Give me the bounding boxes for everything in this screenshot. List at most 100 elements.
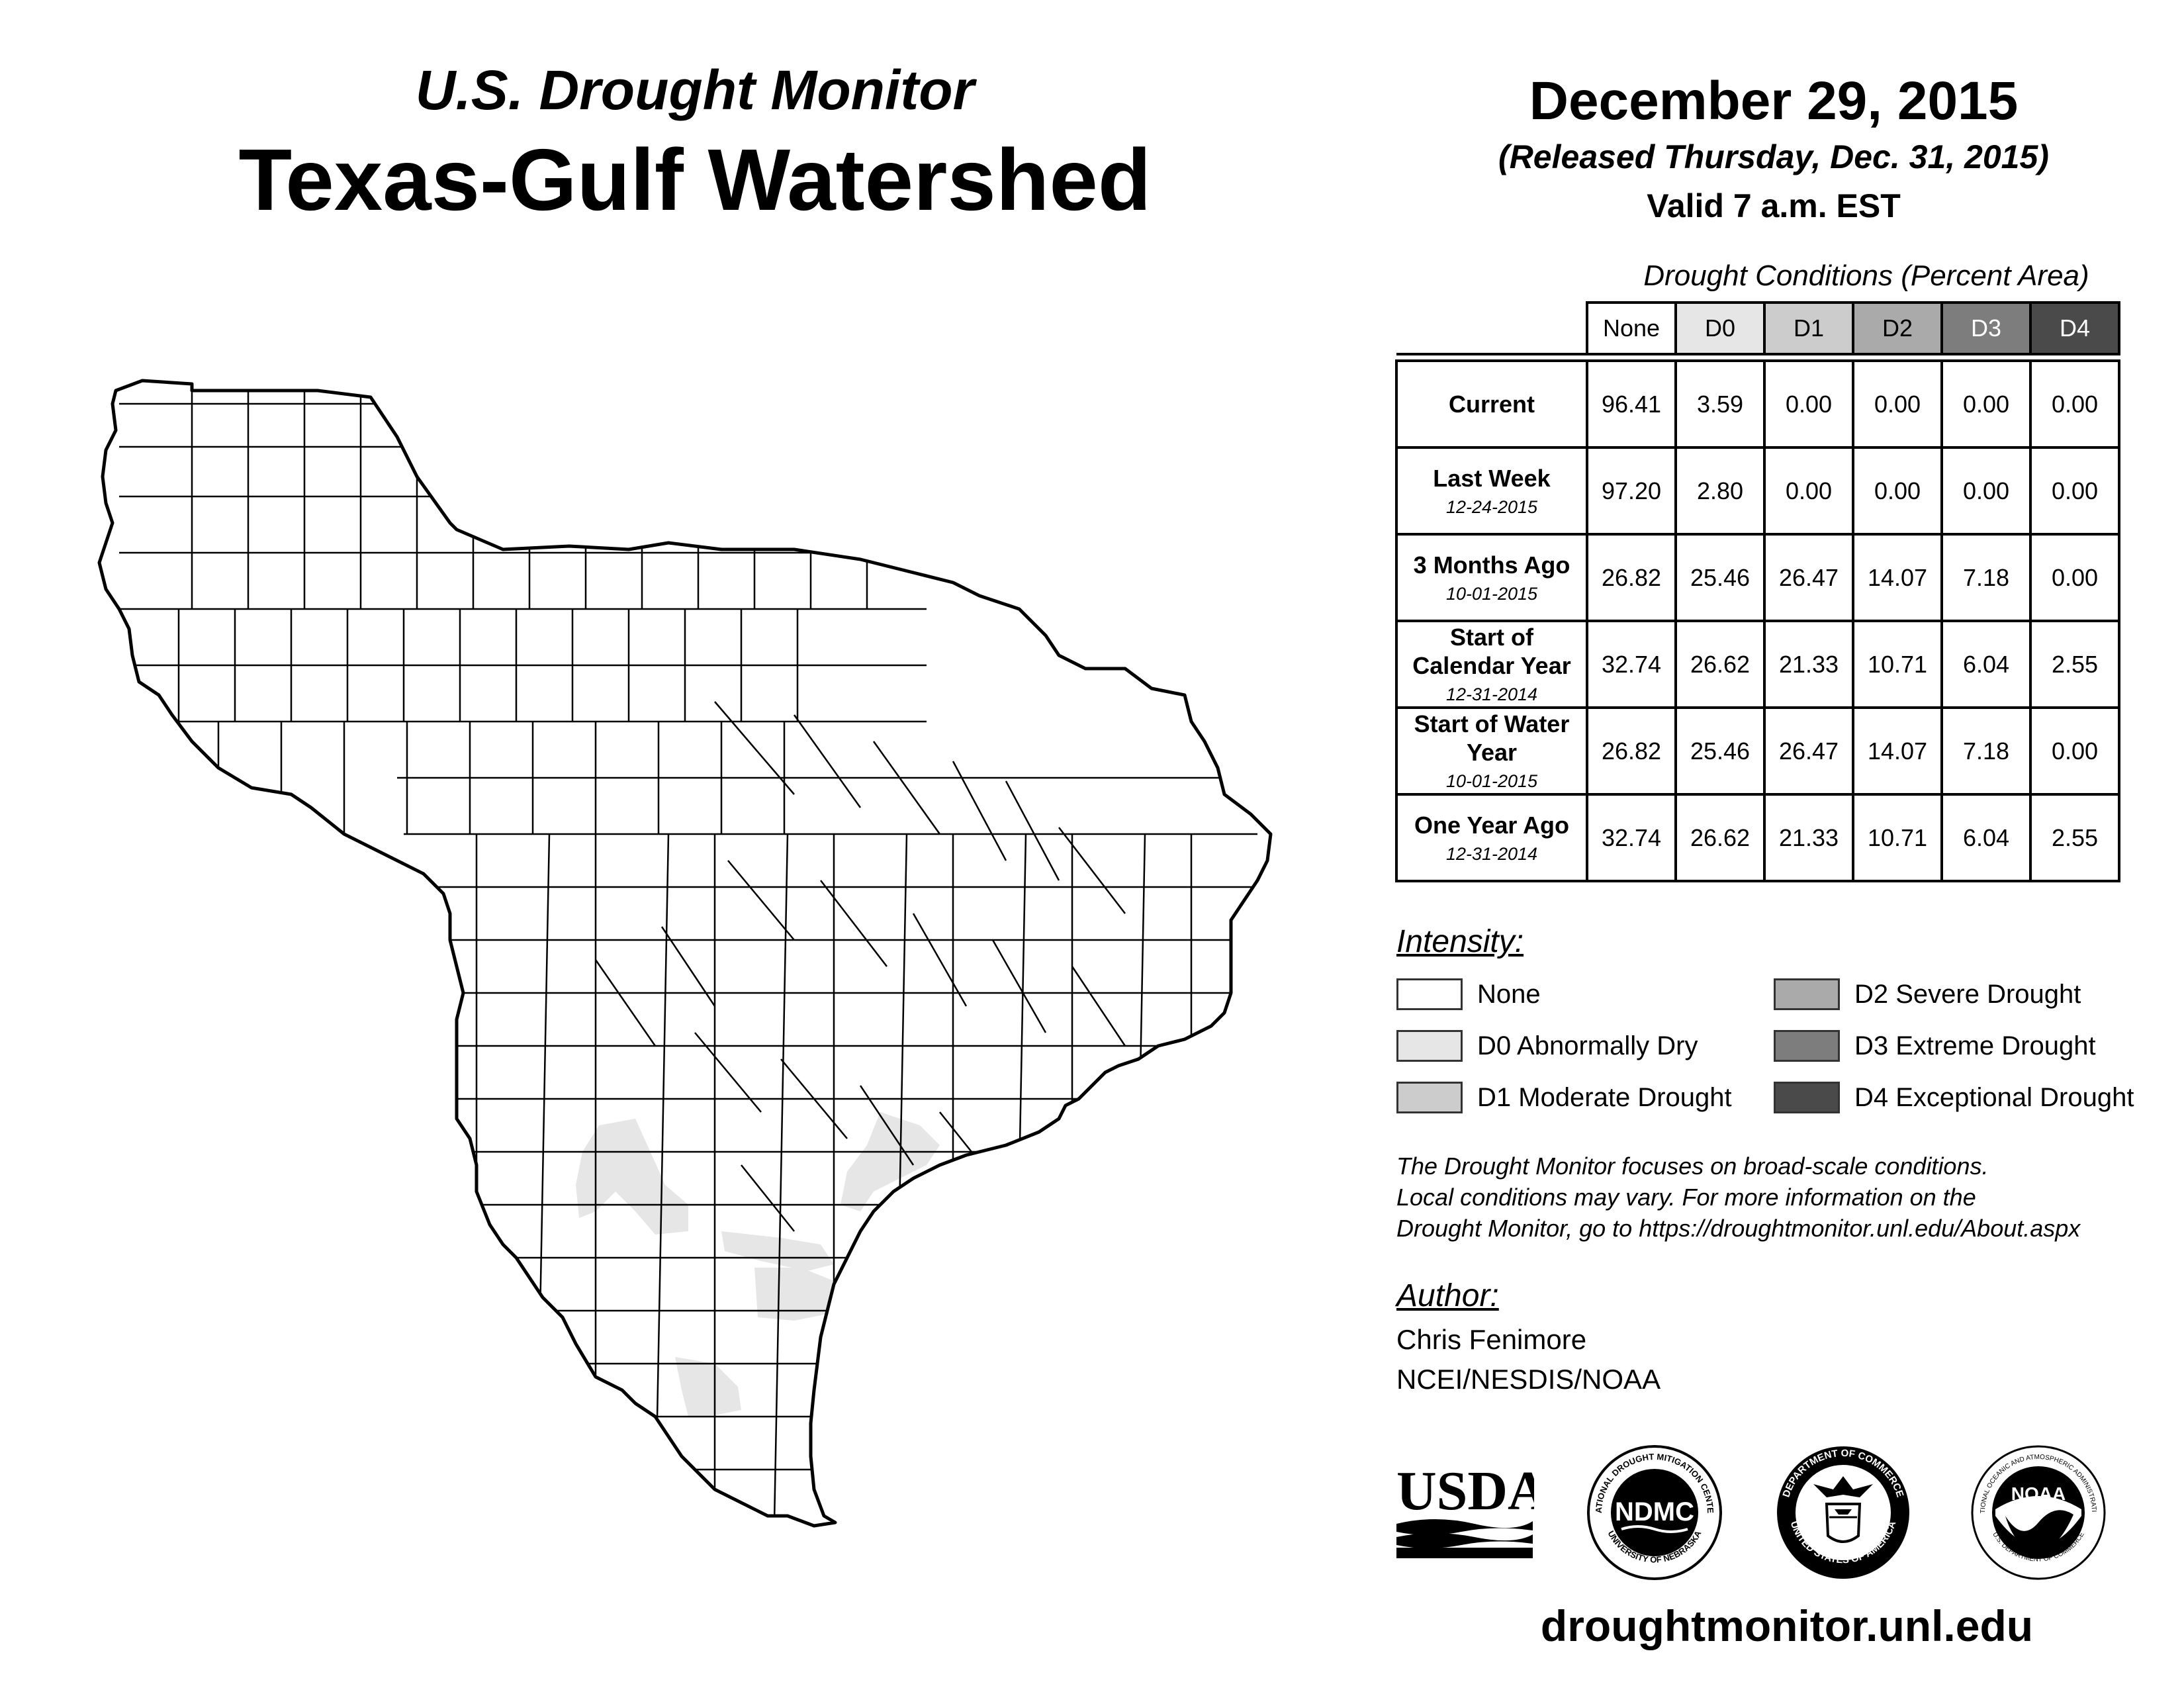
table-cell: 0.00 — [2029, 706, 2120, 796]
table-cell: 0.00 — [1852, 359, 1943, 449]
table-cell: 2.80 — [1674, 446, 1766, 536]
table-cell: 96.41 — [1586, 359, 1677, 449]
table-cell: 21.33 — [1763, 793, 1854, 882]
drought-conditions-table: None D0 D1 D2 D3 D4 Current 96.41 3.59 0.00… — [1395, 301, 2120, 882]
table-cell: 0.00 — [2029, 446, 2120, 536]
row-date: 10-01-2015 — [1445, 583, 1538, 604]
table-cell: 26.82 — [1586, 706, 1677, 796]
table-cell: 14.07 — [1852, 533, 1943, 622]
legend-swatch — [1774, 1030, 1840, 1062]
table-cell: 6.04 — [1940, 620, 2032, 709]
d0-area-central — [721, 1231, 834, 1271]
row-label: Start of Water Year 10-01-2015 — [1395, 706, 1588, 796]
col-header: D1 — [1763, 301, 1854, 355]
table-cell: 0.00 — [2029, 533, 2120, 622]
valid-time: Valid 7 a.m. EST — [1647, 187, 1901, 224]
legend-swatch — [1396, 978, 1463, 1010]
col-header: None — [1586, 301, 1677, 355]
table-cell: 26.62 — [1674, 620, 1766, 709]
table-cell: 10.71 — [1852, 793, 1943, 882]
doc-seal-logo: DEPARTMENT OF COMMERCE UNITED STATES OF … — [1777, 1446, 1909, 1579]
table-cell: 26.82 — [1586, 533, 1677, 622]
table-row: One Year Ago 12-31-2014 32.74 26.62 21.33 10.… — [1395, 793, 2120, 882]
row-label: Last Week 12-24-2015 — [1395, 446, 1588, 536]
row-label-text: One Year Ago — [1414, 811, 1570, 839]
legend-label: D0 Abnormally Dry — [1477, 1031, 1698, 1060]
row-label: Current — [1395, 359, 1588, 449]
table-cell: 10.71 — [1852, 620, 1943, 709]
col-header: D4 — [2029, 301, 2120, 355]
table-cell: 6.04 — [1940, 793, 2032, 882]
table-cell: 7.18 — [1940, 706, 2032, 796]
row-date: 12-24-2015 — [1445, 496, 1538, 517]
row-label-text: Current — [1448, 390, 1535, 418]
legend-title: Intensity: — [1396, 924, 1524, 959]
table-corner — [1396, 303, 1588, 354]
table-caption: Drought Conditions (Percent Area) — [1643, 259, 2089, 292]
row-label-text: Start of Water Year — [1414, 710, 1570, 767]
d0-area-south — [675, 1357, 741, 1417]
table-header-row: None D0 D1 D2 D3 D4 — [1396, 301, 2120, 355]
table-cell: 21.33 — [1763, 620, 1854, 709]
noaa-logo-text: NOAA — [2011, 1483, 2066, 1504]
map-date: December 29, 2015 — [1529, 71, 2019, 131]
legend-item-none: None — [1396, 976, 1541, 1012]
table-cell: 14.07 — [1852, 706, 1943, 796]
table-cell: 7.18 — [1940, 533, 2032, 622]
legend-swatch — [1396, 1082, 1463, 1113]
row-date: 12-31-2014 — [1445, 684, 1538, 705]
author-label: Author: — [1396, 1278, 1499, 1313]
table-cell: 32.74 — [1586, 793, 1677, 882]
col-header: D2 — [1852, 301, 1943, 355]
author-org: NCEI/NESDIS/NOAA — [1396, 1364, 1661, 1395]
row-label-text: Start of Calendar Year — [1412, 624, 1571, 680]
row-label: Start of Calendar Year 12-31-2014 — [1395, 620, 1588, 709]
table-spacer — [1396, 353, 2119, 362]
legend-swatch — [1396, 1030, 1463, 1062]
map-title: Texas-Gulf Watershed — [238, 131, 1152, 228]
note-line: Drought Monitor, go to https://droughtmo… — [1396, 1215, 2081, 1242]
table-row: 3 Months Ago 10-01-2015 26.82 25.46 26.47 14.… — [1395, 533, 2120, 622]
table-cell: 2.55 — [2029, 620, 2120, 709]
map-subtitle: U.S. Drought Monitor — [415, 59, 975, 121]
usda-logo: USDA — [1396, 1463, 1534, 1558]
legend-item-d3: D3 Extreme Drought — [1774, 1028, 2096, 1064]
ndmc-logo: NATIONAL DROUGHT MITIGATION CENTER UNIVE… — [1585, 1443, 1722, 1580]
table-cell: 0.00 — [1940, 359, 2032, 449]
table-row: Current 96.41 3.59 0.00 0.00 0.00 0.00 — [1395, 359, 2120, 449]
table-cell: 26.62 — [1674, 793, 1766, 882]
row-label-text: 3 Months Ago — [1413, 551, 1570, 579]
legend-label: D3 Extreme Drought — [1854, 1031, 2096, 1060]
legend-label: D4 Exceptional Drought — [1854, 1082, 2134, 1112]
table-cell: 26.47 — [1763, 533, 1854, 622]
col-header: D3 — [1940, 301, 2032, 355]
legend-swatch — [1774, 978, 1840, 1010]
table-cell: 0.00 — [1940, 446, 2032, 536]
note-line: The Drought Monitor focuses on broad-sca… — [1396, 1152, 1989, 1180]
legend-label: D1 Moderate Drought — [1477, 1082, 1732, 1112]
row-label: One Year Ago 12-31-2014 — [1395, 793, 1588, 882]
row-label: 3 Months Ago 10-01-2015 — [1395, 533, 1588, 622]
release-date: (Released Thursday, Dec. 31, 2015) — [1498, 138, 2049, 175]
row-date: 12-31-2014 — [1445, 843, 1538, 864]
legend-item-d1: D1 Moderate Drought — [1396, 1080, 1732, 1115]
table-cell: 32.74 — [1586, 620, 1677, 709]
legend-label: D2 Severe Drought — [1854, 979, 2081, 1009]
table-cell: 25.46 — [1674, 706, 1766, 796]
legend-item-d4: D4 Exceptional Drought — [1774, 1080, 2134, 1115]
noaa-logo: NATIONAL OCEANIC AND ATMOSPHERIC ADMINIS… — [1969, 1443, 2106, 1580]
table-cell: 0.00 — [1763, 359, 1854, 449]
legend-label: None — [1477, 979, 1541, 1009]
table-cell: 0.00 — [1763, 446, 1854, 536]
legend-item-d2: D2 Severe Drought — [1774, 976, 2081, 1012]
table-row: Last Week 12-24-2015 97.20 2.80 0.00 0.00 0.00… — [1395, 446, 2120, 536]
website-url[interactable]: droughtmonitor.unl.edu — [1540, 1601, 2034, 1650]
legend-swatch — [1774, 1082, 1840, 1113]
col-header: D0 — [1674, 301, 1766, 355]
watershed-boundary — [97, 379, 1273, 1528]
ndmc-logo-text: NDMC — [1615, 1497, 1694, 1526]
table-cell: 25.46 — [1674, 533, 1766, 622]
row-date: 10-01-2015 — [1445, 771, 1538, 792]
row-label-text: Last Week — [1433, 464, 1551, 492]
table-row: Start of Water Year 10-01-2015 26.82 25.46 2… — [1395, 706, 2120, 796]
